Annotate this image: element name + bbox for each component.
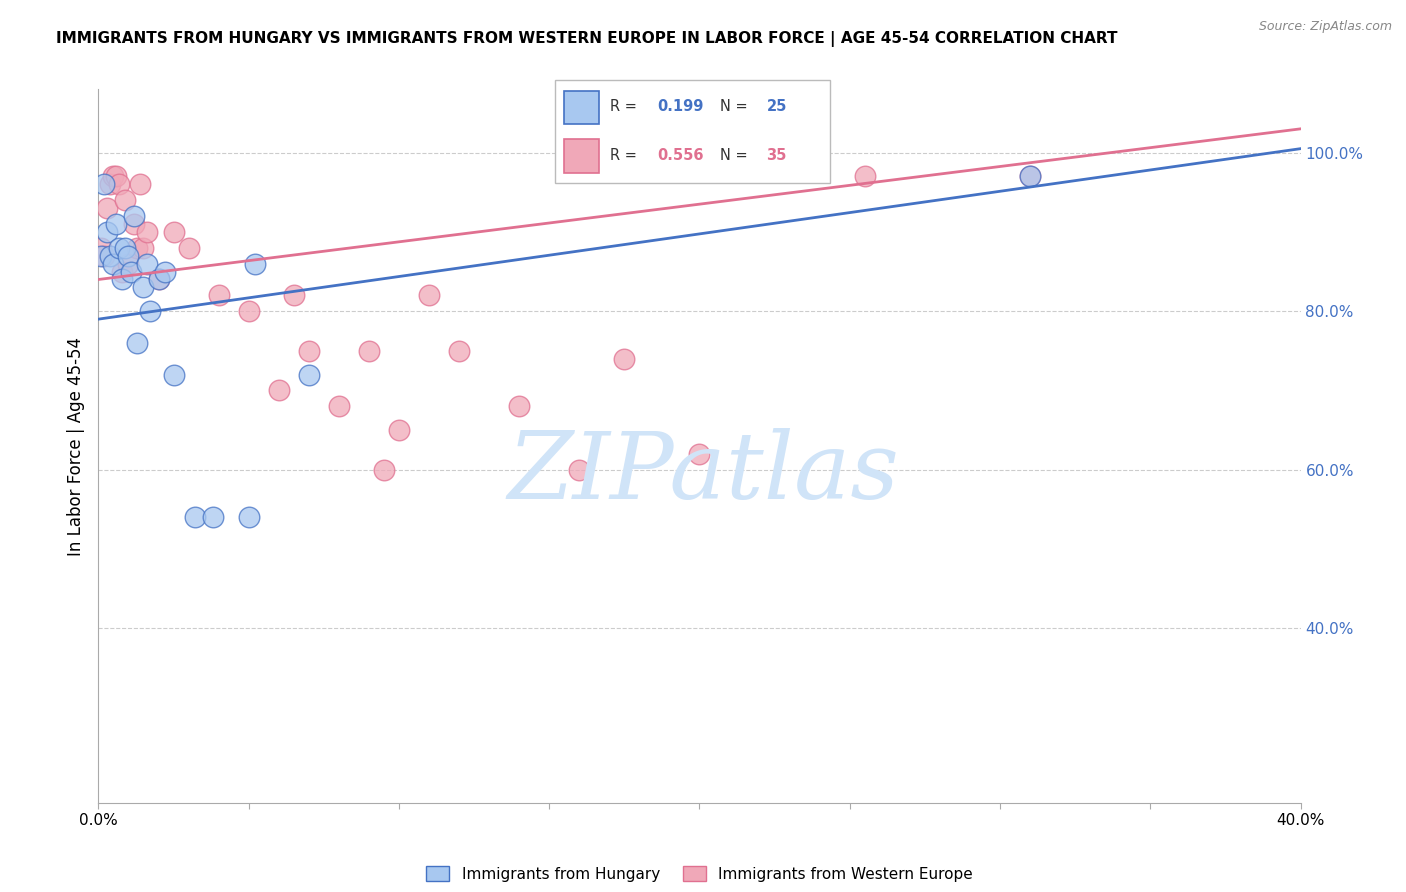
Point [238,304,260,318]
Text: 0.556: 0.556 [657,148,703,162]
Text: 25: 25 [766,99,787,114]
Point [105,217,128,231]
Point [129,178,152,192]
FancyBboxPatch shape [564,139,599,173]
Point [267,384,290,398]
Point [243,257,266,271]
Point [613,351,636,366]
Point [90,241,112,255]
Point [117,257,139,271]
Y-axis label: In Labor Force | Age 45-54: In Labor Force | Age 45-54 [66,336,84,556]
Text: N =: N = [720,99,752,114]
Point [328,400,350,414]
Point [508,400,530,414]
Point [373,463,395,477]
Point [1019,169,1042,184]
Point [96,225,118,239]
Point [568,463,591,477]
Point [108,241,131,255]
Point [117,249,139,263]
Point [162,368,184,382]
Point [105,169,128,184]
Text: R =: R = [610,99,641,114]
Point [111,272,134,286]
Point [177,241,200,255]
Point [96,201,118,215]
Point [100,249,122,263]
Point [689,447,711,461]
Point [108,178,131,192]
Point [298,343,321,358]
Point [148,272,170,286]
Point [135,225,157,239]
Point [298,368,321,382]
Point [132,241,155,255]
Point [124,209,146,223]
Point [124,217,146,231]
FancyBboxPatch shape [564,91,599,124]
Point [103,257,125,271]
Point [93,178,115,192]
Text: 35: 35 [766,148,787,162]
Point [183,510,205,524]
Point [114,193,136,207]
Point [853,169,876,184]
Point [153,264,176,278]
Text: IMMIGRANTS FROM HUNGARY VS IMMIGRANTS FROM WESTERN EUROPE IN LABOR FORCE | AGE 4: IMMIGRANTS FROM HUNGARY VS IMMIGRANTS FR… [56,31,1118,47]
Text: ZIPatlas: ZIPatlas [508,428,898,517]
Point [208,288,231,302]
Point [138,304,160,318]
FancyBboxPatch shape [555,80,830,183]
Legend: Immigrants from Hungary, Immigrants from Western Europe: Immigrants from Hungary, Immigrants from… [420,860,979,888]
Point [127,241,149,255]
Text: R =: R = [610,148,641,162]
Text: 0.199: 0.199 [657,99,703,114]
Point [135,257,157,271]
Point [103,169,125,184]
Point [283,288,305,302]
Text: Source: ZipAtlas.com: Source: ZipAtlas.com [1258,20,1392,33]
Point [121,264,143,278]
Point [238,510,260,524]
Point [418,288,440,302]
Point [201,510,224,524]
Text: N =: N = [720,148,752,162]
Point [90,249,112,263]
Point [132,280,155,294]
Point [388,423,411,437]
Point [93,249,115,263]
Point [148,272,170,286]
Point [127,335,149,350]
Point [100,178,122,192]
Point [447,343,470,358]
Point [114,241,136,255]
Point [111,264,134,278]
Point [1019,169,1042,184]
Point [357,343,380,358]
Point [162,225,184,239]
